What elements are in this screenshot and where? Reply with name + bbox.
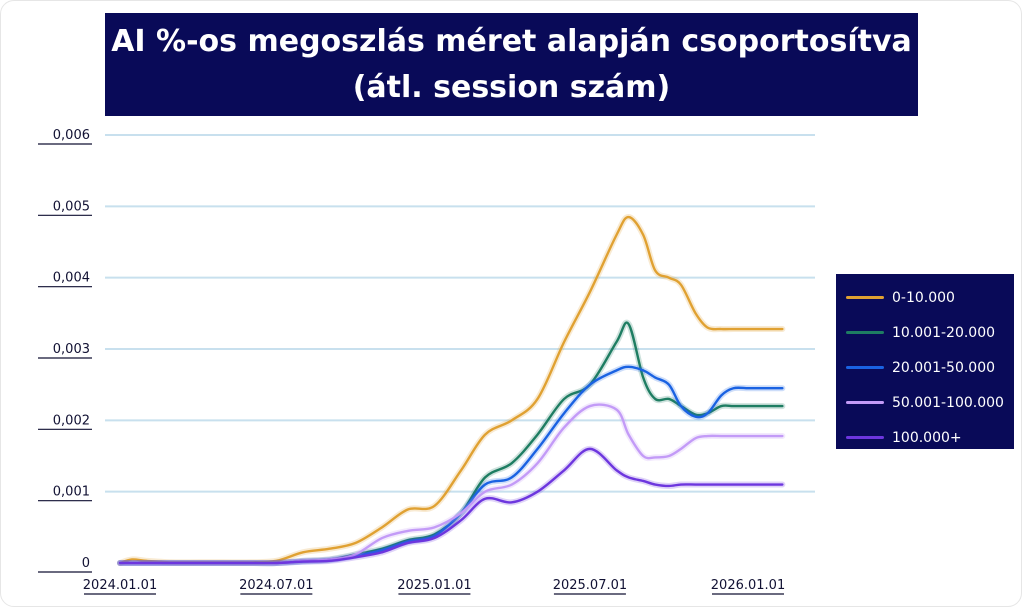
legend-label: 10.001-20.000 [892,324,996,341]
x-tick-label: 2026.01.01 [711,578,785,593]
legend-swatch [846,366,884,369]
legend-swatch [846,401,884,404]
y-tick-label: 0,002 [53,413,90,428]
y-tick-label: 0,003 [53,342,90,357]
chart-title-line2: (átl. session szám) [352,69,671,105]
legend-item: 20.001-50.000 [846,350,1014,385]
series-line-glow [117,363,786,567]
y-tick-label: 0,006 [53,128,90,143]
y-tick-label: 0,004 [53,271,90,286]
series-line-1 [118,215,784,565]
legend-item: 50.001-100.000 [846,385,1014,420]
chart-title-line1: AI %-os megoszlás méret alapján csoporto… [111,23,912,59]
legend-label: 100.000+ [892,429,962,446]
legend-label: 20.001-50.000 [892,359,996,376]
legend-item: 10.001-20.000 [846,315,1014,350]
x-tick-label: 2025.01.01 [397,578,471,593]
y-tick-label: 0,005 [53,199,90,214]
series-line-5 [118,447,784,565]
series-line-3 [118,365,784,565]
x-tick-label: 2024.01.01 [83,578,157,593]
series-lines [117,214,786,567]
legend-label: 50.001-100.000 [892,394,1004,411]
x-tick-label: 2024.07.01 [239,578,313,593]
x-axis-ticks: 2024.01.01 2024.07.01 2025.01.01 2025.07.01… [83,578,785,595]
chart-title: AI %-os megoszlás méret alapján csoporto… [105,13,918,116]
series-line-glow [117,214,786,566]
grid-lines [105,134,815,493]
y-tick-label: 0 [82,556,90,571]
legend-item: 100.000+ [846,420,1014,455]
legend: 0-10.000 10.001-20.000 20.001-50.000 50.001… [836,274,1014,449]
legend-item: 0-10.000 [846,280,1014,315]
y-axis-ticks: 0 0,001 0,002 0,003 0,004 0,005 0,006 [38,128,92,573]
legend-label: 0-10.000 [892,289,955,306]
legend-swatch [846,331,884,334]
legend-swatch [846,436,884,439]
series-line-glow [117,445,786,567]
legend-swatch [846,296,884,299]
x-tick-label: 2025.07.01 [553,578,627,593]
y-tick-label: 0,001 [53,485,90,500]
